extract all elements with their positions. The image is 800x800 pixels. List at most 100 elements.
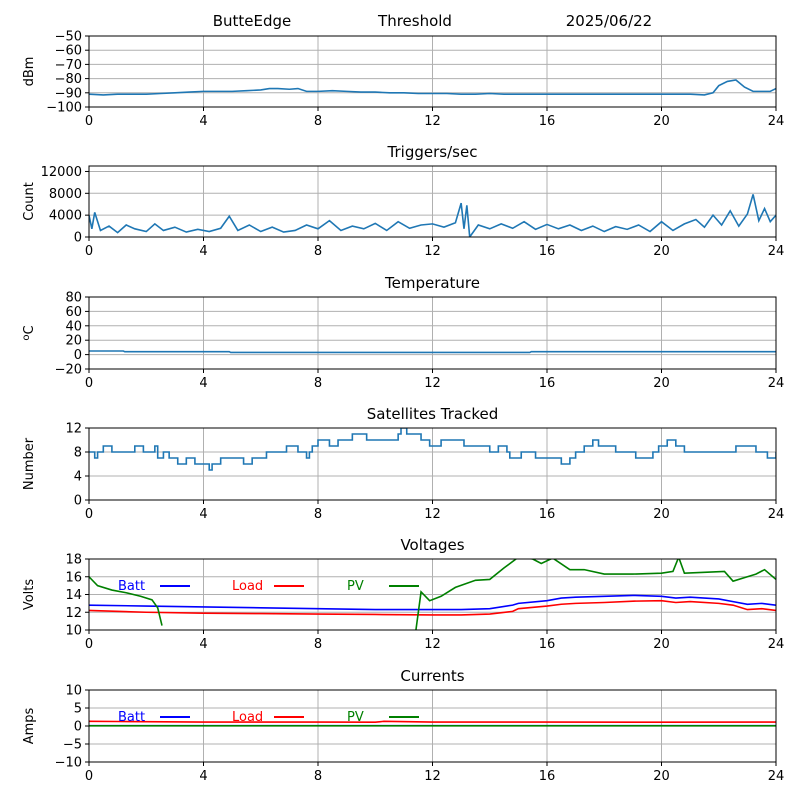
x-tick-label: 24 (768, 507, 785, 522)
x-tick-label: 0 (85, 376, 93, 391)
x-tick-label: 8 (314, 637, 322, 652)
x-tick-label: 16 (539, 769, 556, 784)
x-tick-label: 24 (768, 769, 785, 784)
series-line (89, 194, 776, 237)
y-tick-label: 14 (65, 588, 82, 603)
x-tick-label: 8 (314, 114, 322, 129)
panel-triggers: Triggers/sec 0 4 8 12 16 20 24 0 4000 8000 12000 Cou… (22, 143, 784, 259)
y-tick-label: 80 (65, 291, 82, 306)
legend-label: PV (347, 579, 364, 594)
y-tick-label: 18 (65, 553, 82, 568)
x-tick-label: 20 (653, 769, 670, 784)
legend-label: PV (347, 710, 364, 725)
x-tick-label: 24 (768, 244, 785, 259)
series-line (89, 350, 776, 354)
y-tick-label: 8000 (49, 187, 82, 202)
y-axis-label: Amps (22, 707, 37, 744)
panel-title: Voltages (400, 536, 464, 554)
panel-title: Triggers/sec (387, 143, 478, 161)
y-tick-label: −5 (63, 738, 82, 753)
y-tick-label: 0 (74, 720, 82, 735)
y-tick-label: 10 (65, 684, 82, 699)
y-tick-label: 60 (65, 305, 82, 320)
series-line-load (89, 720, 776, 724)
x-tick-label: 16 (539, 244, 556, 259)
legend: Batt Load PV (118, 579, 419, 594)
y-tick-label: 4 (74, 470, 82, 485)
y-tick-label: 12 (65, 606, 82, 621)
y-axis-label: oC (21, 325, 37, 340)
x-tick-label: 20 (653, 244, 670, 259)
legend: Batt Load PV (118, 710, 419, 725)
y-tick-label: −20 (55, 363, 82, 378)
x-tick-label: 4 (199, 114, 207, 129)
x-tick-label: 4 (199, 769, 207, 784)
x-tick-label: 4 (199, 376, 207, 391)
x-tick-label: 16 (539, 114, 556, 129)
series-line-load (89, 599, 776, 616)
x-tick-label: 24 (768, 637, 785, 652)
header-mode: Threshold (377, 12, 452, 30)
x-tick-label: 12 (424, 769, 441, 784)
x-tick-label: 0 (85, 637, 93, 652)
x-tick-label: 0 (85, 244, 93, 259)
x-tick-label: 12 (424, 114, 441, 129)
x-tick-label: 12 (424, 507, 441, 522)
y-tick-label: 0 (74, 494, 82, 509)
y-tick-label: −50 (55, 30, 82, 45)
x-tick-label: 8 (314, 376, 322, 391)
y-axis-label: Count (22, 182, 37, 221)
panel-title: Satellites Tracked (367, 405, 498, 423)
x-tick-label: 24 (768, 114, 785, 129)
x-tick-label: 0 (85, 507, 93, 522)
header-date: 2025/06/22 (566, 12, 652, 30)
y-tick-label: −60 (55, 44, 82, 59)
panel-currents: Currents 0 4 8 12 16 20 24 −10 −5 0 5 10 Amps Batt Load… (22, 667, 784, 784)
legend-label: Load (232, 579, 263, 594)
x-tick-label: 20 (653, 114, 670, 129)
header-station: ButteEdge (213, 12, 292, 30)
y-tick-label: 10 (65, 624, 82, 639)
y-tick-label: 12 (65, 422, 82, 437)
y-axis-label: dBm (22, 57, 37, 87)
y-tick-label: −10 (55, 756, 82, 771)
y-tick-label: 0 (74, 348, 82, 363)
x-tick-label: 16 (539, 507, 556, 522)
y-axis-label: Volts (22, 579, 37, 611)
x-tick-label: 12 (424, 244, 441, 259)
x-tick-label: 0 (85, 114, 93, 129)
x-tick-label: 4 (199, 637, 207, 652)
x-tick-label: 24 (768, 376, 785, 391)
x-tick-label: 16 (539, 637, 556, 652)
chart-panels: 0 4 8 12 16 20 24−100−90−80−70−60−50dBmTrigger… (21, 30, 784, 785)
x-tick-label: 20 (653, 507, 670, 522)
series-line-pv (89, 576, 163, 626)
x-tick-label: 4 (199, 507, 207, 522)
y-tick-label: 8 (74, 446, 82, 461)
x-tick-label: 8 (314, 244, 322, 259)
series-line (89, 79, 776, 96)
series-line-pv (415, 559, 776, 630)
y-tick-label: 12000 (41, 165, 82, 180)
panel-title: Currents (400, 667, 464, 685)
x-tick-label: 0 (85, 769, 93, 784)
y-tick-label: 40 (65, 319, 82, 334)
x-tick-label: 12 (424, 637, 441, 652)
panel-voltages: Voltages 0 4 8 12 16 20 24 10 12 14 16 18 Volts Batt Lo… (22, 536, 784, 652)
y-tick-label: −80 (55, 72, 82, 87)
y-tick-label: 20 (65, 334, 82, 349)
x-tick-label: 8 (314, 507, 322, 522)
y-tick-label: −100 (46, 101, 82, 116)
y-tick-label: −90 (55, 86, 82, 101)
panel-threshold: 0 4 8 12 16 20 24 −100−90−80−70−60−50 dBm (22, 30, 784, 130)
x-tick-label: 20 (653, 376, 670, 391)
y-axis-label: Number (22, 437, 37, 490)
y-tick-label: 16 (65, 570, 82, 585)
series-line-batt (89, 594, 776, 611)
panel-title: Temperature (384, 274, 480, 292)
y-tick-label: 4000 (49, 209, 82, 224)
legend-label: Load (232, 710, 263, 725)
y-tick-label: 5 (74, 702, 82, 717)
